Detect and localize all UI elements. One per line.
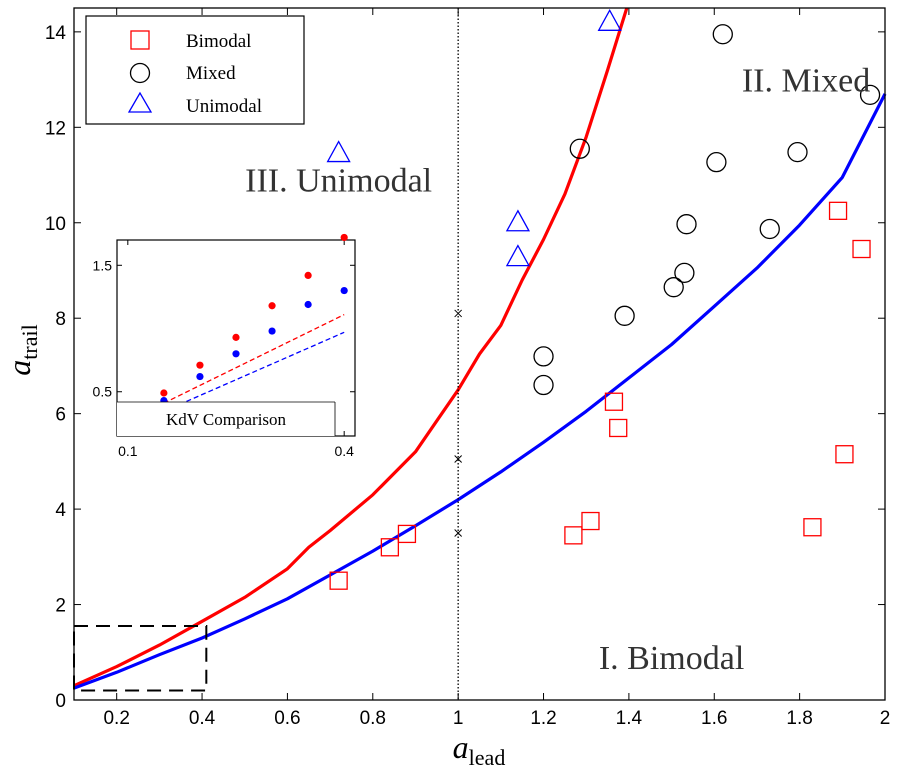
boundary-curve-2: [73, 93, 887, 690]
x-tick-label: 1.8: [786, 708, 812, 729]
x-axis-label: alead: [453, 729, 506, 770]
reference-mark-3: [454, 529, 463, 537]
point-unimodal: [505, 209, 531, 232]
inset-point-series-2: [304, 300, 312, 309]
point-unimodal: [326, 140, 351, 163]
reference-mark-stroke: [454, 455, 463, 463]
point-bimodal: [828, 201, 848, 220]
point-bimodal: [564, 526, 583, 545]
inset-x-tick-label: 0.1: [118, 443, 138, 459]
inset-point-series-2: [232, 350, 240, 358]
reference-line-layer: [454, 8, 463, 700]
inset-kdv-line-2: [127, 331, 345, 428]
point-bimodal: [604, 392, 624, 411]
y-tick-label: 0: [55, 691, 66, 712]
y-tick-label: 14: [45, 23, 67, 44]
legend: Bimodal Mixed Unimodal: [85, 15, 305, 125]
x-tick-label: 0.6: [274, 708, 300, 729]
point-mixed: [614, 305, 635, 326]
legend-marker-unimodal: [127, 91, 153, 113]
y-tick-label: 6: [55, 405, 66, 426]
point-mixed: [533, 346, 554, 367]
region-label-bimodal: I. Bimodal: [599, 640, 744, 677]
legend-box: [85, 15, 305, 125]
legend-marker-mixed: [129, 62, 151, 84]
point-mixed: [759, 218, 780, 240]
inset-point-series-1: [160, 389, 168, 397]
inset-point-series-1: [340, 233, 348, 242]
reference-mark-stroke: [454, 309, 463, 318]
point-bimodal: [581, 511, 600, 531]
inset-y-tick-label: 1.5: [93, 257, 113, 273]
inset-title: KdV Comparison: [166, 410, 287, 429]
point-bimodal: [835, 445, 854, 464]
inset-point-series-2: [340, 286, 348, 295]
y-tick-label: 10: [45, 214, 66, 235]
inset-ticks: 0.1 0.4 0.5 1.5: [93, 240, 355, 459]
point-mixed: [663, 277, 684, 298]
point-bimodal: [609, 418, 628, 438]
x-tick-label: 0.4: [189, 708, 216, 729]
x-tick-label: 0.2: [103, 708, 129, 729]
reference-mark-1: [454, 309, 463, 318]
point-bimodal: [380, 538, 400, 557]
inset-x-tick-label: 0.4: [334, 443, 354, 459]
point-mixed: [533, 374, 554, 396]
point-mixed: [676, 214, 697, 235]
reference-mark-stroke: [454, 529, 463, 537]
legend-marker-bimodal: [130, 30, 150, 50]
inset-point-series-2: [268, 327, 276, 335]
inset-point-series-1: [196, 361, 204, 369]
inset-y-tick-label: 0.5: [93, 384, 113, 400]
boundary-curve-1: [73, 7, 629, 688]
x-tick-label: 0.8: [360, 708, 386, 729]
legend-label-unimodal: Unimodal: [186, 96, 262, 117]
point-mixed: [569, 138, 590, 159]
y-tick-label: 8: [55, 309, 66, 330]
legend-label-mixed: Mixed: [186, 63, 236, 84]
plot-frame: [73, 7, 886, 701]
inset-point-series-2: [196, 372, 204, 381]
point-mixed: [706, 151, 727, 173]
inset-chart: 0.1 0.4 0.5 1.5 KdV Comparison: [93, 233, 356, 459]
point-mixed: [859, 84, 881, 106]
point-mixed: [787, 141, 808, 163]
y-axis-label: atrail: [1, 324, 42, 375]
inset-point-series-1: [232, 333, 240, 341]
point-unimodal: [505, 244, 531, 267]
x-tick-label: 1.6: [701, 708, 727, 729]
inset-title-box: [117, 402, 335, 436]
point-mixed: [712, 24, 733, 45]
x-tick-label: 2: [880, 708, 891, 729]
point-bimodal: [852, 239, 871, 259]
inset-point-series-1: [268, 302, 276, 310]
y-tick-label: 12: [45, 118, 66, 139]
point-mixed: [674, 262, 695, 284]
reference-mark-2: [454, 455, 463, 463]
point-bimodal: [329, 571, 348, 590]
x-tick-label: 1.4: [616, 708, 643, 729]
y-tick-label: 4: [55, 500, 66, 521]
point-bimodal: [397, 524, 417, 544]
x-tick-label: 1.2: [530, 708, 556, 729]
ticks-layer: 0.2 0.4 0.6 0.8 1 1.2 1.4 1.6 1.8 2 0 2 4 6 8 10 12 14: [45, 8, 890, 729]
inset-point-series-1: [304, 271, 312, 280]
legend-label-bimodal: Bimodal: [186, 31, 251, 52]
region-label-mixed: II. Mixed: [742, 63, 870, 100]
markers-layer: [326, 8, 881, 590]
region-label-unimodal: III. Unimodal: [245, 163, 432, 200]
point-unimodal: [597, 8, 622, 31]
x-tick-label: 1: [453, 708, 464, 729]
y-tick-label: 2: [55, 596, 66, 617]
point-bimodal: [803, 518, 822, 537]
